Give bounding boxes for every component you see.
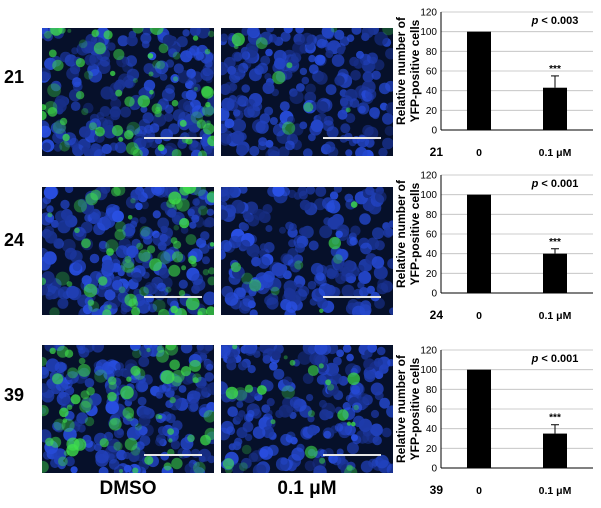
y-tick-label: 0 xyxy=(431,126,437,137)
chart-svg: 0 20 40 60 80 100 120 Relative number of YFP-pos… xyxy=(394,8,593,159)
yfp-signal-layer xyxy=(222,345,360,473)
bar-chart-24: 0 20 40 60 80 100 120 Relative number of YFP-pos… xyxy=(394,167,601,325)
y-tick-label: 40 xyxy=(426,249,438,260)
y-tick-label: 100 xyxy=(420,365,437,376)
x-category-label: 0 xyxy=(476,147,482,159)
y-axis-title: Relative number of xyxy=(394,354,408,463)
y-tick-label: 120 xyxy=(420,171,437,182)
bar xyxy=(543,253,567,293)
x-category-label: 0 xyxy=(476,485,482,497)
yfp-signal-layer xyxy=(42,345,214,473)
y-tick-label: 0 xyxy=(431,289,437,300)
y-tick-label: 100 xyxy=(420,190,437,201)
chart-svg: 0 20 40 60 80 100 120 Relative number of YFP-pos… xyxy=(394,171,593,322)
y-tick-label: 120 xyxy=(420,8,437,19)
chart-svg: 0 20 40 60 80 100 120 Relative number of YFP-pos… xyxy=(394,346,593,497)
y-tick-label: 60 xyxy=(426,67,438,78)
y-axis-title: YFP-positive cells xyxy=(408,182,422,285)
micrograph-24-treated xyxy=(221,187,393,315)
micrograph-image xyxy=(221,345,393,473)
y-tick-label: 60 xyxy=(426,230,438,241)
y-tick-label: 40 xyxy=(426,424,438,435)
chart-row-label: 39 xyxy=(430,483,444,497)
nuclei-layer xyxy=(42,28,214,156)
x-category-label: 0.1 μM xyxy=(539,147,572,159)
nuclei-layer xyxy=(221,28,393,156)
y-axis-title: YFP-positive cells xyxy=(408,19,422,122)
micrograph-21-treated xyxy=(221,28,393,156)
yfp-signal-layer xyxy=(230,201,358,313)
bar xyxy=(467,369,491,468)
y-tick-label: 0 xyxy=(431,464,437,475)
micrograph-image xyxy=(221,28,393,156)
bar-chart-21: 0 20 40 60 80 100 120 Relative number of YFP-pos… xyxy=(394,4,601,162)
row-label-24: 24 xyxy=(4,230,25,250)
significance-marker: *** xyxy=(549,64,561,75)
p-value-annotation: p < 0.001 xyxy=(531,353,579,365)
yfp-signal-layer xyxy=(231,28,393,135)
row-label-39: 39 xyxy=(4,385,25,405)
y-tick-label: 80 xyxy=(426,47,438,58)
y-axis-title: Relative number of xyxy=(394,16,408,125)
x-category-label: 0.1 μM xyxy=(539,485,572,497)
micrograph-39-treated xyxy=(221,345,393,473)
micrograph-image xyxy=(42,345,214,473)
micrograph-image xyxy=(42,28,214,156)
chart-row-label: 24 xyxy=(430,308,444,322)
bar xyxy=(543,87,567,130)
micrograph-21-dmso xyxy=(42,28,214,156)
y-tick-label: 60 xyxy=(426,405,438,416)
bar-chart-39: 0 20 40 60 80 100 120 Relative number of YFP-pos… xyxy=(394,342,601,500)
significance-marker: *** xyxy=(549,237,561,248)
y-tick-label: 100 xyxy=(420,27,437,38)
yfp-signal-layer xyxy=(42,28,214,156)
nuclei-layer xyxy=(221,187,393,315)
y-tick-label: 40 xyxy=(426,86,438,97)
significance-marker: *** xyxy=(549,413,561,424)
yfp-signal-layer xyxy=(42,187,214,315)
bar xyxy=(543,433,567,468)
y-tick-label: 120 xyxy=(420,346,437,357)
row-label-21: 21 xyxy=(4,67,25,87)
chart-row-label: 21 xyxy=(430,145,444,159)
p-value-annotation: p < 0.003 xyxy=(531,15,579,27)
y-tick-label: 80 xyxy=(426,385,438,396)
micrograph-39-dmso xyxy=(42,345,214,473)
p-value-annotation: p < 0.001 xyxy=(531,178,579,190)
y-tick-label: 20 xyxy=(426,106,438,117)
y-tick-label: 20 xyxy=(426,269,438,280)
x-category-label: 0.1 μM xyxy=(539,310,572,322)
nuclei-layer xyxy=(42,187,214,315)
column-label-dmso: DMSO xyxy=(99,478,157,499)
micrograph-24-dmso xyxy=(42,187,214,315)
bar xyxy=(467,31,491,131)
y-axis-title: Relative number of xyxy=(394,179,408,288)
y-axis-title: YFP-positive cells xyxy=(408,357,422,460)
y-tick-label: 20 xyxy=(426,444,438,455)
bar xyxy=(467,194,491,293)
x-category-label: 0 xyxy=(476,310,482,322)
micrograph-image xyxy=(221,187,393,315)
micrograph-image xyxy=(42,187,214,315)
y-tick-label: 80 xyxy=(426,210,438,221)
column-label-treated: 0.1 μM xyxy=(277,478,337,499)
